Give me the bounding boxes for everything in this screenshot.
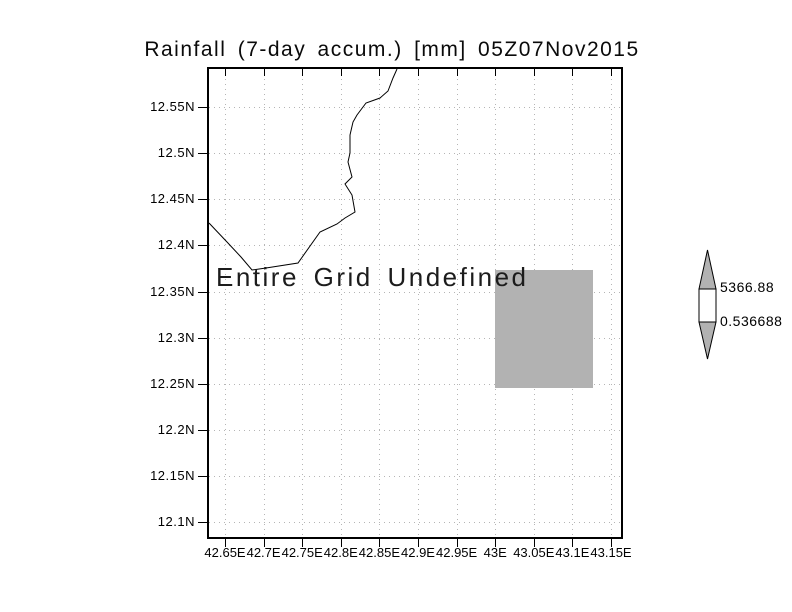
horizontal-gridline bbox=[209, 476, 621, 478]
y-axis-tick bbox=[198, 383, 207, 385]
x-axis-top-tick bbox=[572, 69, 574, 76]
horizontal-gridline bbox=[209, 430, 621, 432]
vertical-gridline bbox=[302, 69, 304, 537]
y-axis-tick bbox=[198, 199, 207, 201]
horizontal-gridline bbox=[209, 153, 621, 155]
y-axis-tick bbox=[198, 291, 207, 293]
colorbar-min-label: 0.536688 bbox=[720, 313, 783, 329]
x-axis-tick-label: 42.75E bbox=[281, 545, 323, 560]
x-axis-tick-label: 42.8E bbox=[323, 545, 358, 560]
y-axis-tick-label: 12.1N bbox=[157, 514, 195, 530]
x-axis-top-tick bbox=[611, 69, 612, 76]
colorbar-up-arrow-icon bbox=[698, 249, 717, 290]
y-axis-tick-label: 12.15N bbox=[150, 468, 195, 484]
x-axis-top-tick bbox=[340, 69, 342, 76]
x-axis-bottom-tick bbox=[495, 539, 497, 547]
vertical-gridline bbox=[379, 69, 381, 537]
y-axis-tick-label: 12.35N bbox=[150, 283, 195, 299]
x-axis-top-tick bbox=[456, 69, 458, 76]
horizontal-gridline bbox=[209, 107, 621, 108]
x-axis-top-tick bbox=[263, 69, 265, 76]
x-axis-top-tick bbox=[418, 69, 419, 76]
undefined-data-region bbox=[495, 270, 593, 388]
y-axis-tick-label: 12.45N bbox=[150, 191, 195, 207]
y-axis-tick bbox=[198, 337, 207, 339]
vertical-gridline bbox=[225, 69, 226, 537]
x-axis-tick-label: 43.15E bbox=[590, 545, 632, 560]
vertical-gridline bbox=[418, 69, 419, 537]
vertical-gridline bbox=[340, 69, 342, 537]
map-plot-area: 12.55N 12.5N 12.45N 12.4N 12.35N 12 bbox=[150, 67, 632, 560]
x-axis-tick-label: 42.65E bbox=[204, 545, 246, 560]
y-axis-tick bbox=[198, 522, 207, 524]
y-axis-tick bbox=[198, 430, 207, 432]
y-axis-tick bbox=[198, 153, 207, 155]
x-axis-tick-label: 43E bbox=[483, 545, 507, 560]
x-axis-top-tick bbox=[495, 69, 497, 76]
y-axis-tick bbox=[198, 107, 207, 108]
colorbar-mid-box bbox=[698, 288, 717, 323]
horizontal-gridline bbox=[209, 245, 621, 247]
vertical-gridline bbox=[456, 69, 458, 537]
x-axis-bottom-tick bbox=[456, 539, 458, 547]
x-axis-tick-label: 43.1E bbox=[555, 545, 590, 560]
x-axis-top-tick bbox=[302, 69, 304, 76]
horizontal-gridline bbox=[209, 291, 621, 293]
vertical-gridline bbox=[263, 69, 265, 537]
x-axis-tick-label: 42.9E bbox=[401, 545, 435, 560]
x-axis-bottom-tick bbox=[379, 539, 381, 547]
x-axis-tick-label: 42.7E bbox=[246, 545, 281, 560]
y-axis-tick bbox=[198, 245, 207, 247]
x-axis-top-tick bbox=[225, 69, 226, 76]
coastline bbox=[209, 69, 398, 271]
chart-title: Rainfall (7-day accum.) [mm] 05Z07Nov201… bbox=[144, 38, 640, 61]
y-axis-tick-label: 12.5N bbox=[157, 145, 195, 161]
x-axis-tick-label: 42.95E bbox=[435, 545, 478, 560]
colorbar-max-label: 5366.88 bbox=[720, 279, 775, 295]
y-axis-tick bbox=[198, 476, 207, 478]
horizontal-gridline bbox=[209, 522, 621, 524]
colorbar-down-arrow-icon bbox=[698, 321, 717, 360]
undefined-grid-message: Entire Grid Undefined bbox=[216, 262, 529, 292]
vertical-gridline bbox=[611, 69, 612, 537]
y-axis-tick-label: 12.3N bbox=[157, 329, 195, 345]
x-axis-bottom-tick bbox=[611, 539, 612, 547]
x-axis-bottom-tick bbox=[263, 539, 265, 547]
x-axis-top-tick bbox=[533, 69, 535, 76]
horizontal-gridline bbox=[209, 199, 621, 201]
y-axis-tick-label: 12.55N bbox=[150, 99, 195, 114]
horizontal-gridline bbox=[209, 337, 621, 339]
x-axis-bottom-tick bbox=[533, 539, 535, 547]
x-axis-tick-label: 42.85E bbox=[358, 545, 400, 560]
coastline-layer bbox=[209, 69, 398, 271]
y-axis-tick-label: 12.25N bbox=[150, 375, 195, 391]
x-axis-bottom-tick bbox=[418, 539, 419, 547]
x-axis-bottom-tick bbox=[340, 539, 342, 547]
y-axis-tick-label: 12.2N bbox=[157, 422, 195, 438]
x-axis-tick-label: 43.05E bbox=[513, 545, 555, 560]
colorbar bbox=[698, 249, 717, 360]
x-axis-top-tick bbox=[379, 69, 381, 76]
x-axis-bottom-tick bbox=[225, 539, 226, 547]
y-axis-tick-label: 12.4N bbox=[157, 237, 195, 253]
x-axis-bottom-tick bbox=[302, 539, 304, 547]
x-axis-bottom-tick bbox=[572, 539, 574, 547]
horizontal-gridline bbox=[209, 383, 621, 385]
